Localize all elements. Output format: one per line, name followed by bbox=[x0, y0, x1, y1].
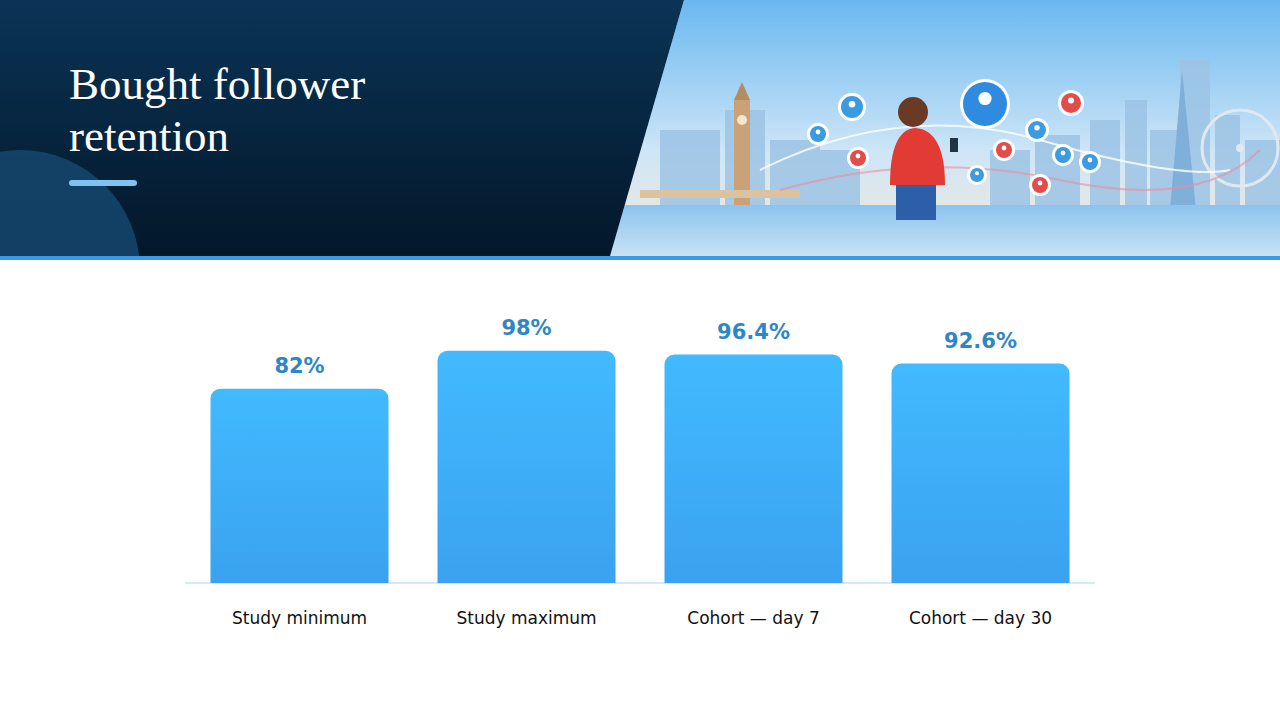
svg-text:82%: 82% bbox=[274, 354, 324, 378]
svg-text:Cohort — day 30: Cohort — day 30 bbox=[909, 608, 1052, 628]
html-text:Bought follower retention: Bought follower retention bbox=[69, 59, 366, 161]
svg-text:Study minimum: Study minimum bbox=[232, 608, 367, 628]
svg-text:Study maximum: Study maximum bbox=[456, 608, 596, 628]
svg-text:Cohort — day 7: Cohort — day 7 bbox=[687, 608, 819, 628]
svg-text:96.4%: 96.4% bbox=[717, 320, 790, 344]
svg-text:92.6%: 92.6% bbox=[944, 329, 1017, 353]
svg-text:98%: 98% bbox=[501, 316, 551, 340]
